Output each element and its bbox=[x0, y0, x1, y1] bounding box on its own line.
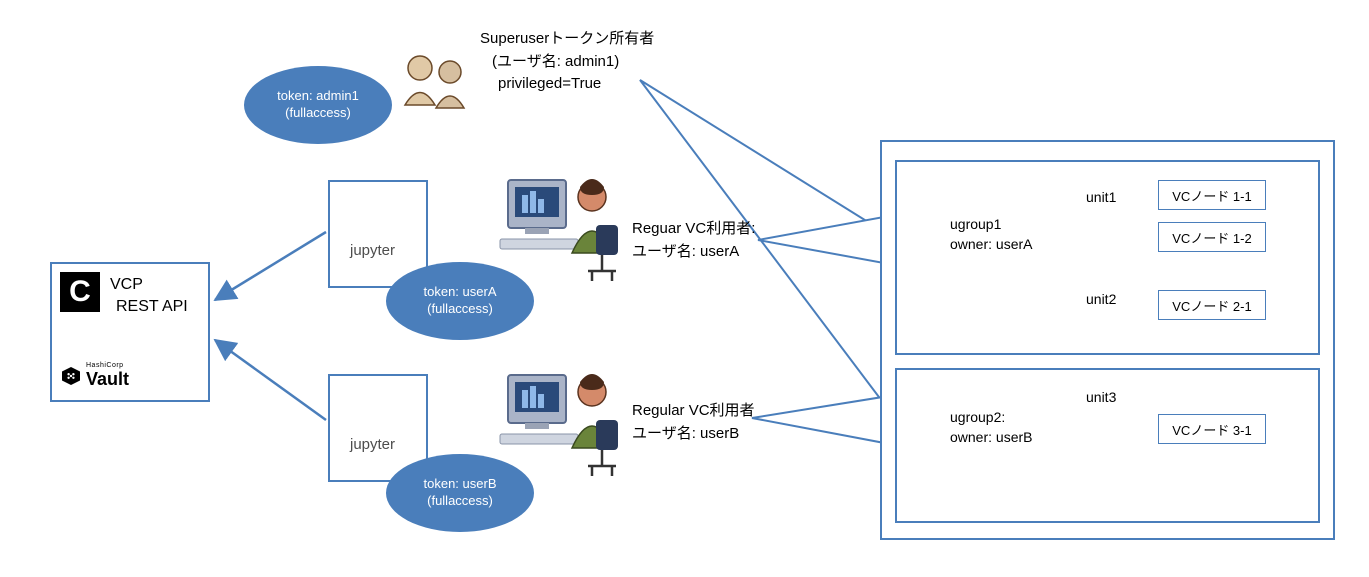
node-3-1: VCノード 3-1 bbox=[1158, 414, 1266, 444]
ugroup2-label: ugroup2: owner: userB bbox=[950, 408, 1032, 447]
node-1-2-label: VCノード 1-2 bbox=[1172, 228, 1251, 247]
diagram-canvas: C VCP REST API HashiCorp Vault jupyter j… bbox=[0, 0, 1369, 577]
unit1-label: unit1 bbox=[1086, 188, 1116, 208]
node-2-1-label: VCノード 2-1 bbox=[1172, 296, 1251, 315]
unit3-label: unit3 bbox=[1086, 388, 1116, 408]
ugroup1-label: ugroup1 owner: userA bbox=[950, 215, 1032, 254]
vcp-title: VCP REST API bbox=[110, 274, 188, 317]
jupyter-label-b: jupyter bbox=[350, 436, 395, 453]
superuser-text: Superuserトークン所有者 (ユーザ名: admin1) privileg… bbox=[480, 28, 654, 96]
jupyter-label-a: jupyter bbox=[350, 242, 395, 259]
superuser-l3: privileged=True bbox=[498, 73, 654, 96]
superuser-l2: (ユーザ名: admin1) bbox=[492, 51, 654, 74]
ugroup2-l2: owner: userB bbox=[950, 428, 1032, 448]
node-1-2: VCノード 1-2 bbox=[1158, 222, 1266, 252]
vcp-box: C VCP REST API HashiCorp Vault bbox=[50, 262, 210, 402]
userb-l1: Regular VC利用者 bbox=[632, 400, 755, 423]
superuser-l1: Superuserトークン所有者 bbox=[480, 28, 654, 51]
token-admin: token: admin1 (fullaccess) bbox=[244, 66, 392, 144]
vault-hex-icon bbox=[62, 367, 80, 385]
token-usera-l1: token: userA bbox=[424, 284, 497, 301]
token-admin-l2: (fullaccess) bbox=[285, 105, 351, 122]
vault-text-wrap: HashiCorp Vault bbox=[86, 362, 129, 390]
token-admin-l1: token: admin1 bbox=[277, 88, 359, 105]
node-1-1: VCノード 1-1 bbox=[1158, 180, 1266, 210]
usera-l2: ユーザ名: userA bbox=[632, 241, 755, 264]
vault-name: Vault bbox=[86, 369, 129, 390]
c-icon-label: C bbox=[69, 275, 91, 309]
vault-brand: HashiCorp bbox=[86, 362, 129, 369]
vcp-line2: REST API bbox=[116, 296, 188, 318]
ugroup1-l1: ugroup1 bbox=[950, 215, 1032, 235]
token-userb-l1: token: userB bbox=[424, 476, 497, 493]
ugroup2-l1: ugroup2: bbox=[950, 408, 1032, 428]
userb-text: Regular VC利用者 ユーザ名: userB bbox=[632, 400, 755, 445]
c-icon: C bbox=[60, 272, 100, 312]
ugroup1-l2: owner: userA bbox=[950, 235, 1032, 255]
node-2-1: VCノード 2-1 bbox=[1158, 290, 1266, 320]
token-userb-l2: (fullaccess) bbox=[427, 493, 493, 510]
node-3-1-label: VCノード 3-1 bbox=[1172, 420, 1251, 439]
vcp-line1: VCP bbox=[110, 274, 188, 296]
token-usera: token: userA (fullaccess) bbox=[386, 262, 534, 340]
usera-text: Reguar VC利用者: ユーザ名: userA bbox=[632, 218, 755, 263]
token-usera-l2: (fullaccess) bbox=[427, 301, 493, 318]
node-1-1-label: VCノード 1-1 bbox=[1172, 186, 1251, 205]
vault-logo: HashiCorp Vault bbox=[62, 362, 129, 390]
token-userb: token: userB (fullaccess) bbox=[386, 454, 534, 532]
usera-l1: Reguar VC利用者: bbox=[632, 218, 755, 241]
userb-l2: ユーザ名: userB bbox=[632, 423, 755, 446]
unit2-label: unit2 bbox=[1086, 290, 1116, 310]
